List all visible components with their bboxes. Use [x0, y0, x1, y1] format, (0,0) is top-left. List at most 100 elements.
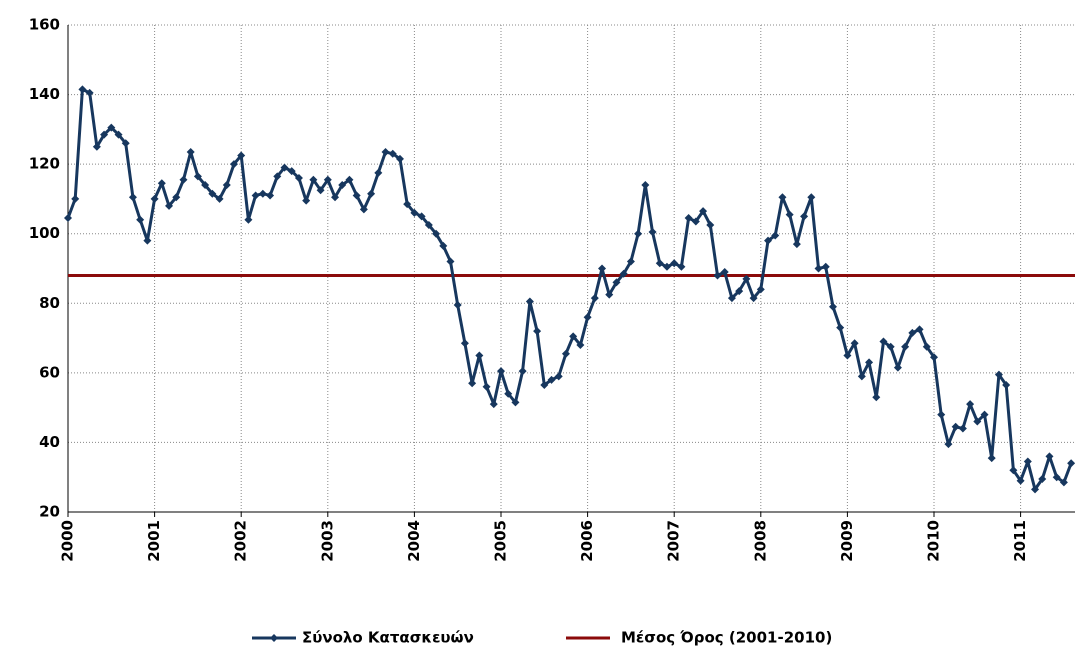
marker — [1067, 459, 1075, 468]
marker — [64, 214, 72, 223]
marker — [403, 200, 412, 209]
marker — [901, 342, 910, 351]
marker — [893, 363, 902, 372]
marker — [706, 221, 715, 230]
marker — [294, 174, 303, 183]
marker — [186, 147, 195, 156]
marker — [309, 175, 318, 184]
marker — [1038, 474, 1047, 483]
marker — [583, 313, 592, 322]
marker — [136, 215, 145, 224]
marker — [980, 410, 989, 419]
y-tick-label: 120 — [29, 155, 60, 173]
marker — [958, 424, 967, 433]
marker — [937, 410, 946, 419]
marker — [100, 130, 109, 139]
x-tick-label: 2004 — [405, 520, 423, 562]
marker — [468, 379, 477, 388]
marker — [266, 191, 275, 200]
marker — [792, 240, 801, 249]
marker — [410, 208, 419, 217]
marker — [713, 271, 722, 280]
marker — [165, 201, 174, 210]
marker — [280, 163, 289, 172]
marker — [302, 196, 311, 205]
x-tick-label: 2007 — [665, 520, 683, 562]
x-tick-label: 2010 — [925, 520, 943, 562]
marker — [684, 214, 693, 223]
y-tick-label: 60 — [39, 363, 60, 381]
marker — [150, 194, 159, 203]
x-tick-label: 2006 — [578, 520, 596, 562]
marker — [273, 172, 282, 181]
marker — [547, 375, 556, 384]
x-tick-label: 2009 — [838, 520, 856, 562]
marker — [872, 393, 881, 402]
marker — [727, 294, 736, 303]
marker — [331, 193, 340, 202]
marker — [432, 229, 441, 238]
marker — [497, 367, 505, 376]
marker — [800, 212, 809, 221]
marker — [287, 167, 296, 176]
marker — [915, 325, 924, 334]
y-tick-label: 20 — [39, 503, 60, 521]
marker — [691, 217, 700, 226]
marker — [930, 353, 938, 362]
marker — [229, 160, 238, 169]
marker — [359, 205, 368, 214]
marker — [316, 186, 325, 195]
marker — [771, 231, 780, 240]
marker — [345, 175, 354, 184]
marker — [525, 297, 534, 306]
marker — [215, 194, 224, 203]
marker — [475, 351, 484, 360]
marker — [857, 372, 866, 381]
marker — [128, 193, 137, 202]
marker — [489, 400, 498, 409]
marker — [1052, 473, 1061, 482]
marker — [1031, 485, 1040, 494]
x-tick-label: 2003 — [318, 520, 336, 562]
marker — [1009, 466, 1018, 475]
marker — [107, 123, 116, 132]
marker — [533, 327, 542, 336]
marker — [987, 454, 996, 463]
marker — [121, 139, 130, 148]
marker — [258, 189, 267, 198]
marker — [720, 267, 729, 276]
marker — [554, 372, 563, 381]
marker — [85, 88, 94, 97]
y-tick-label: 160 — [29, 16, 60, 34]
marker — [244, 215, 253, 224]
marker — [828, 302, 837, 311]
marker — [518, 367, 527, 376]
marker — [908, 328, 917, 337]
legend-marker — [270, 634, 278, 642]
marker — [605, 290, 614, 299]
marker — [641, 181, 650, 190]
marker — [395, 154, 404, 163]
marker — [655, 259, 664, 268]
marker — [172, 193, 181, 202]
marker — [374, 168, 383, 177]
x-tick-label: 2000 — [59, 520, 77, 562]
marker — [453, 301, 462, 310]
x-tick-label: 2002 — [232, 520, 250, 562]
marker — [670, 259, 679, 268]
y-tick-label: 140 — [29, 85, 60, 103]
marker — [424, 221, 433, 230]
marker — [699, 207, 708, 216]
marker — [944, 440, 953, 449]
marker — [1059, 478, 1068, 487]
marker — [836, 323, 845, 332]
marker — [561, 349, 570, 358]
marker — [785, 210, 794, 219]
marker — [576, 341, 585, 350]
marker — [323, 175, 332, 184]
marker — [381, 147, 390, 156]
marker — [201, 181, 210, 190]
marker — [626, 257, 635, 266]
x-tick-label: 2008 — [751, 520, 769, 562]
